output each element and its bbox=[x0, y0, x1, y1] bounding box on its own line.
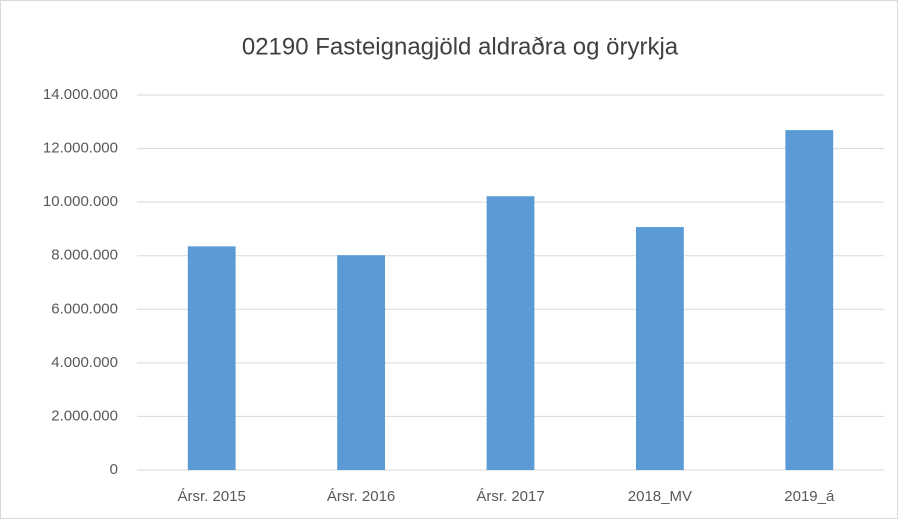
x-tick-label: Ársr. 2015 bbox=[178, 488, 246, 505]
x-tick-label: Ársr. 2016 bbox=[327, 488, 395, 505]
y-tick-label: 0 bbox=[110, 461, 118, 478]
x-tick-label: 2018_MV bbox=[628, 488, 692, 505]
y-tick-label: 2.000.000 bbox=[51, 407, 118, 424]
bar bbox=[785, 130, 834, 470]
x-tick-label: 2019_á bbox=[784, 488, 835, 505]
bar bbox=[635, 227, 684, 470]
chart-title: 02190 Fasteignagjöld aldraðra og öryrkja bbox=[242, 33, 679, 60]
bar bbox=[187, 246, 236, 470]
x-tick-label: Ársr. 2017 bbox=[476, 488, 544, 505]
y-tick-label: 10.000.000 bbox=[43, 193, 118, 210]
y-tick-label: 12.000.000 bbox=[43, 140, 118, 157]
y-tick-label: 4.000.000 bbox=[51, 354, 118, 371]
y-tick-label: 8.000.000 bbox=[51, 247, 118, 264]
bar bbox=[486, 196, 535, 470]
y-tick-label: 14.000.000 bbox=[43, 86, 118, 103]
y-tick-label: 6.000.000 bbox=[51, 300, 118, 317]
bar bbox=[337, 255, 386, 470]
